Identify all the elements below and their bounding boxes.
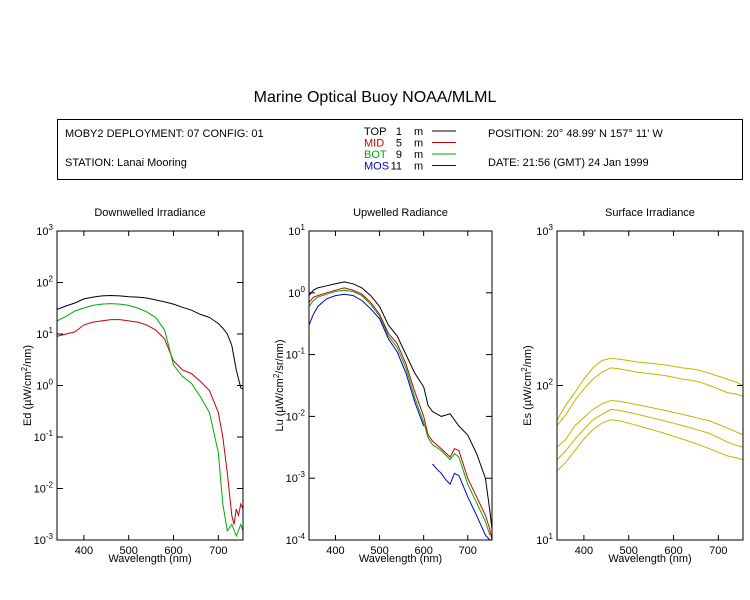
x-tick-label: 600 — [664, 545, 682, 557]
x-tick-label: 400 — [575, 545, 593, 557]
y-tick-label: 10-1 — [286, 347, 306, 362]
x-tick-label: 400 — [326, 545, 344, 557]
plot-frame — [308, 230, 493, 541]
chart-2: Upwelled Radiance 400 500 600 700 10-4 10-3 10-… — [272, 207, 493, 565]
legend-entry-mos: MOS 11 m — [364, 161, 456, 173]
series-line-mid-1 — [309, 287, 492, 540]
plot-frame — [556, 230, 744, 541]
y-tick-label: 10-2 — [34, 481, 54, 496]
x-tick-label: 700 — [709, 545, 727, 557]
legend-depth: 5 — [396, 138, 402, 150]
plots: Downwelled Irradiance 400 500 600 700 10-3 10-… — [20, 207, 744, 565]
chart-1: Downwelled Irradiance 400 500 600 700 10-3 10-… — [20, 207, 244, 565]
page-title: Marine Optical Buoy NOAA/MLML — [253, 89, 497, 106]
series-group — [557, 357, 743, 472]
legend-unit: m — [414, 126, 423, 138]
legend-unit: m — [414, 138, 423, 150]
series-line-top-0 — [57, 294, 243, 390]
y-tick-label: 10-1 — [34, 429, 54, 444]
y-tick-label: 10-3 — [34, 532, 54, 547]
x-axis-label: Wavelength (nm) — [608, 553, 691, 565]
legend-entry-top: TOP 1 m — [364, 126, 456, 138]
y-tick-label: 10-4 — [286, 532, 306, 547]
x-tick-label: 600 — [164, 545, 182, 557]
y-tick-label: 103 — [36, 223, 53, 238]
date-text: DATE: 21:56 (GMT) 24 Jan 1999 — [488, 157, 649, 169]
series-line-bot-2 — [57, 303, 243, 538]
series-group — [57, 294, 243, 538]
y-tick-label: 101 — [36, 326, 53, 341]
legend-entry-mid: MID 5 m — [364, 138, 456, 150]
series-group — [309, 281, 492, 540]
x-tick-label: 500 — [370, 545, 388, 557]
info-box — [57, 119, 743, 180]
legend-name: MID — [364, 138, 384, 150]
legend-name: TOP — [364, 126, 386, 138]
series-line-mos-4 — [432, 463, 491, 540]
series-line-bot-2 — [309, 289, 491, 536]
legend-unit: m — [414, 161, 423, 173]
series-line-es-1 — [557, 367, 743, 426]
plot-frame — [56, 230, 244, 541]
series-line-es-0 — [557, 357, 743, 421]
station-text: STATION: Lanai Mooring — [65, 157, 187, 169]
legend-entry-bot: BOT 9 m — [364, 149, 456, 161]
y-tick-label: 101 — [288, 223, 305, 238]
y-tick-label: 10-3 — [286, 470, 306, 485]
series-line-top-0 — [309, 281, 492, 530]
legend-unit: m — [414, 149, 423, 161]
y-axis-label: Es (µW/cm2/nm) — [520, 345, 534, 425]
x-tick-label: 700 — [209, 545, 227, 557]
chart-3: Surface Irradiance 400 500 600 700 101 102 103 W… — [520, 207, 744, 565]
series-line-es-3 — [557, 408, 743, 461]
chart-title: Surface Irradiance — [605, 207, 695, 219]
legend-depth: 1 — [396, 126, 402, 138]
y-tick-label: 103 — [536, 223, 553, 238]
y-axis-label: Lu (µW/cm2/sr/nm) — [272, 339, 286, 431]
y-tick-label: 102 — [36, 275, 53, 290]
y-tick-label: 100 — [36, 378, 53, 393]
series-line-mid-1 — [57, 319, 243, 525]
x-tick-label: 500 — [620, 545, 638, 557]
legend-depth: 9 — [396, 149, 402, 161]
x-tick-label: 500 — [120, 545, 138, 557]
y-tick-label: 101 — [536, 532, 553, 547]
legend-name: BOT — [364, 149, 387, 161]
y-tick-label: 100 — [288, 285, 305, 300]
position-text: POSITION: 20° 48.99' N 157° 11' W — [488, 128, 663, 140]
series-line-mos-3 — [309, 293, 425, 427]
x-axis-label: Wavelength (nm) — [359, 553, 442, 565]
y-tick-label: 10-2 — [286, 408, 306, 423]
x-axis-label: Wavelength (nm) — [108, 553, 191, 565]
y-axis-label: Ed (µW/cm2/nm) — [20, 345, 34, 426]
legend-name: MOS — [364, 161, 389, 173]
y-tick-label: 102 — [536, 378, 553, 393]
deployment-text: MOBY2 DEPLOYMENT: 07 CONFIG: 01 — [65, 128, 264, 140]
x-tick-label: 600 — [414, 545, 432, 557]
legend-depth: 11 — [391, 161, 402, 173]
x-tick-label: 400 — [75, 545, 93, 557]
x-tick-label: 700 — [459, 545, 477, 557]
chart-title: Upwelled Radiance — [353, 207, 448, 219]
series-line-es-2 — [557, 399, 743, 448]
chart-title: Downwelled Irradiance — [94, 207, 205, 219]
series-line-es-4 — [557, 419, 743, 472]
